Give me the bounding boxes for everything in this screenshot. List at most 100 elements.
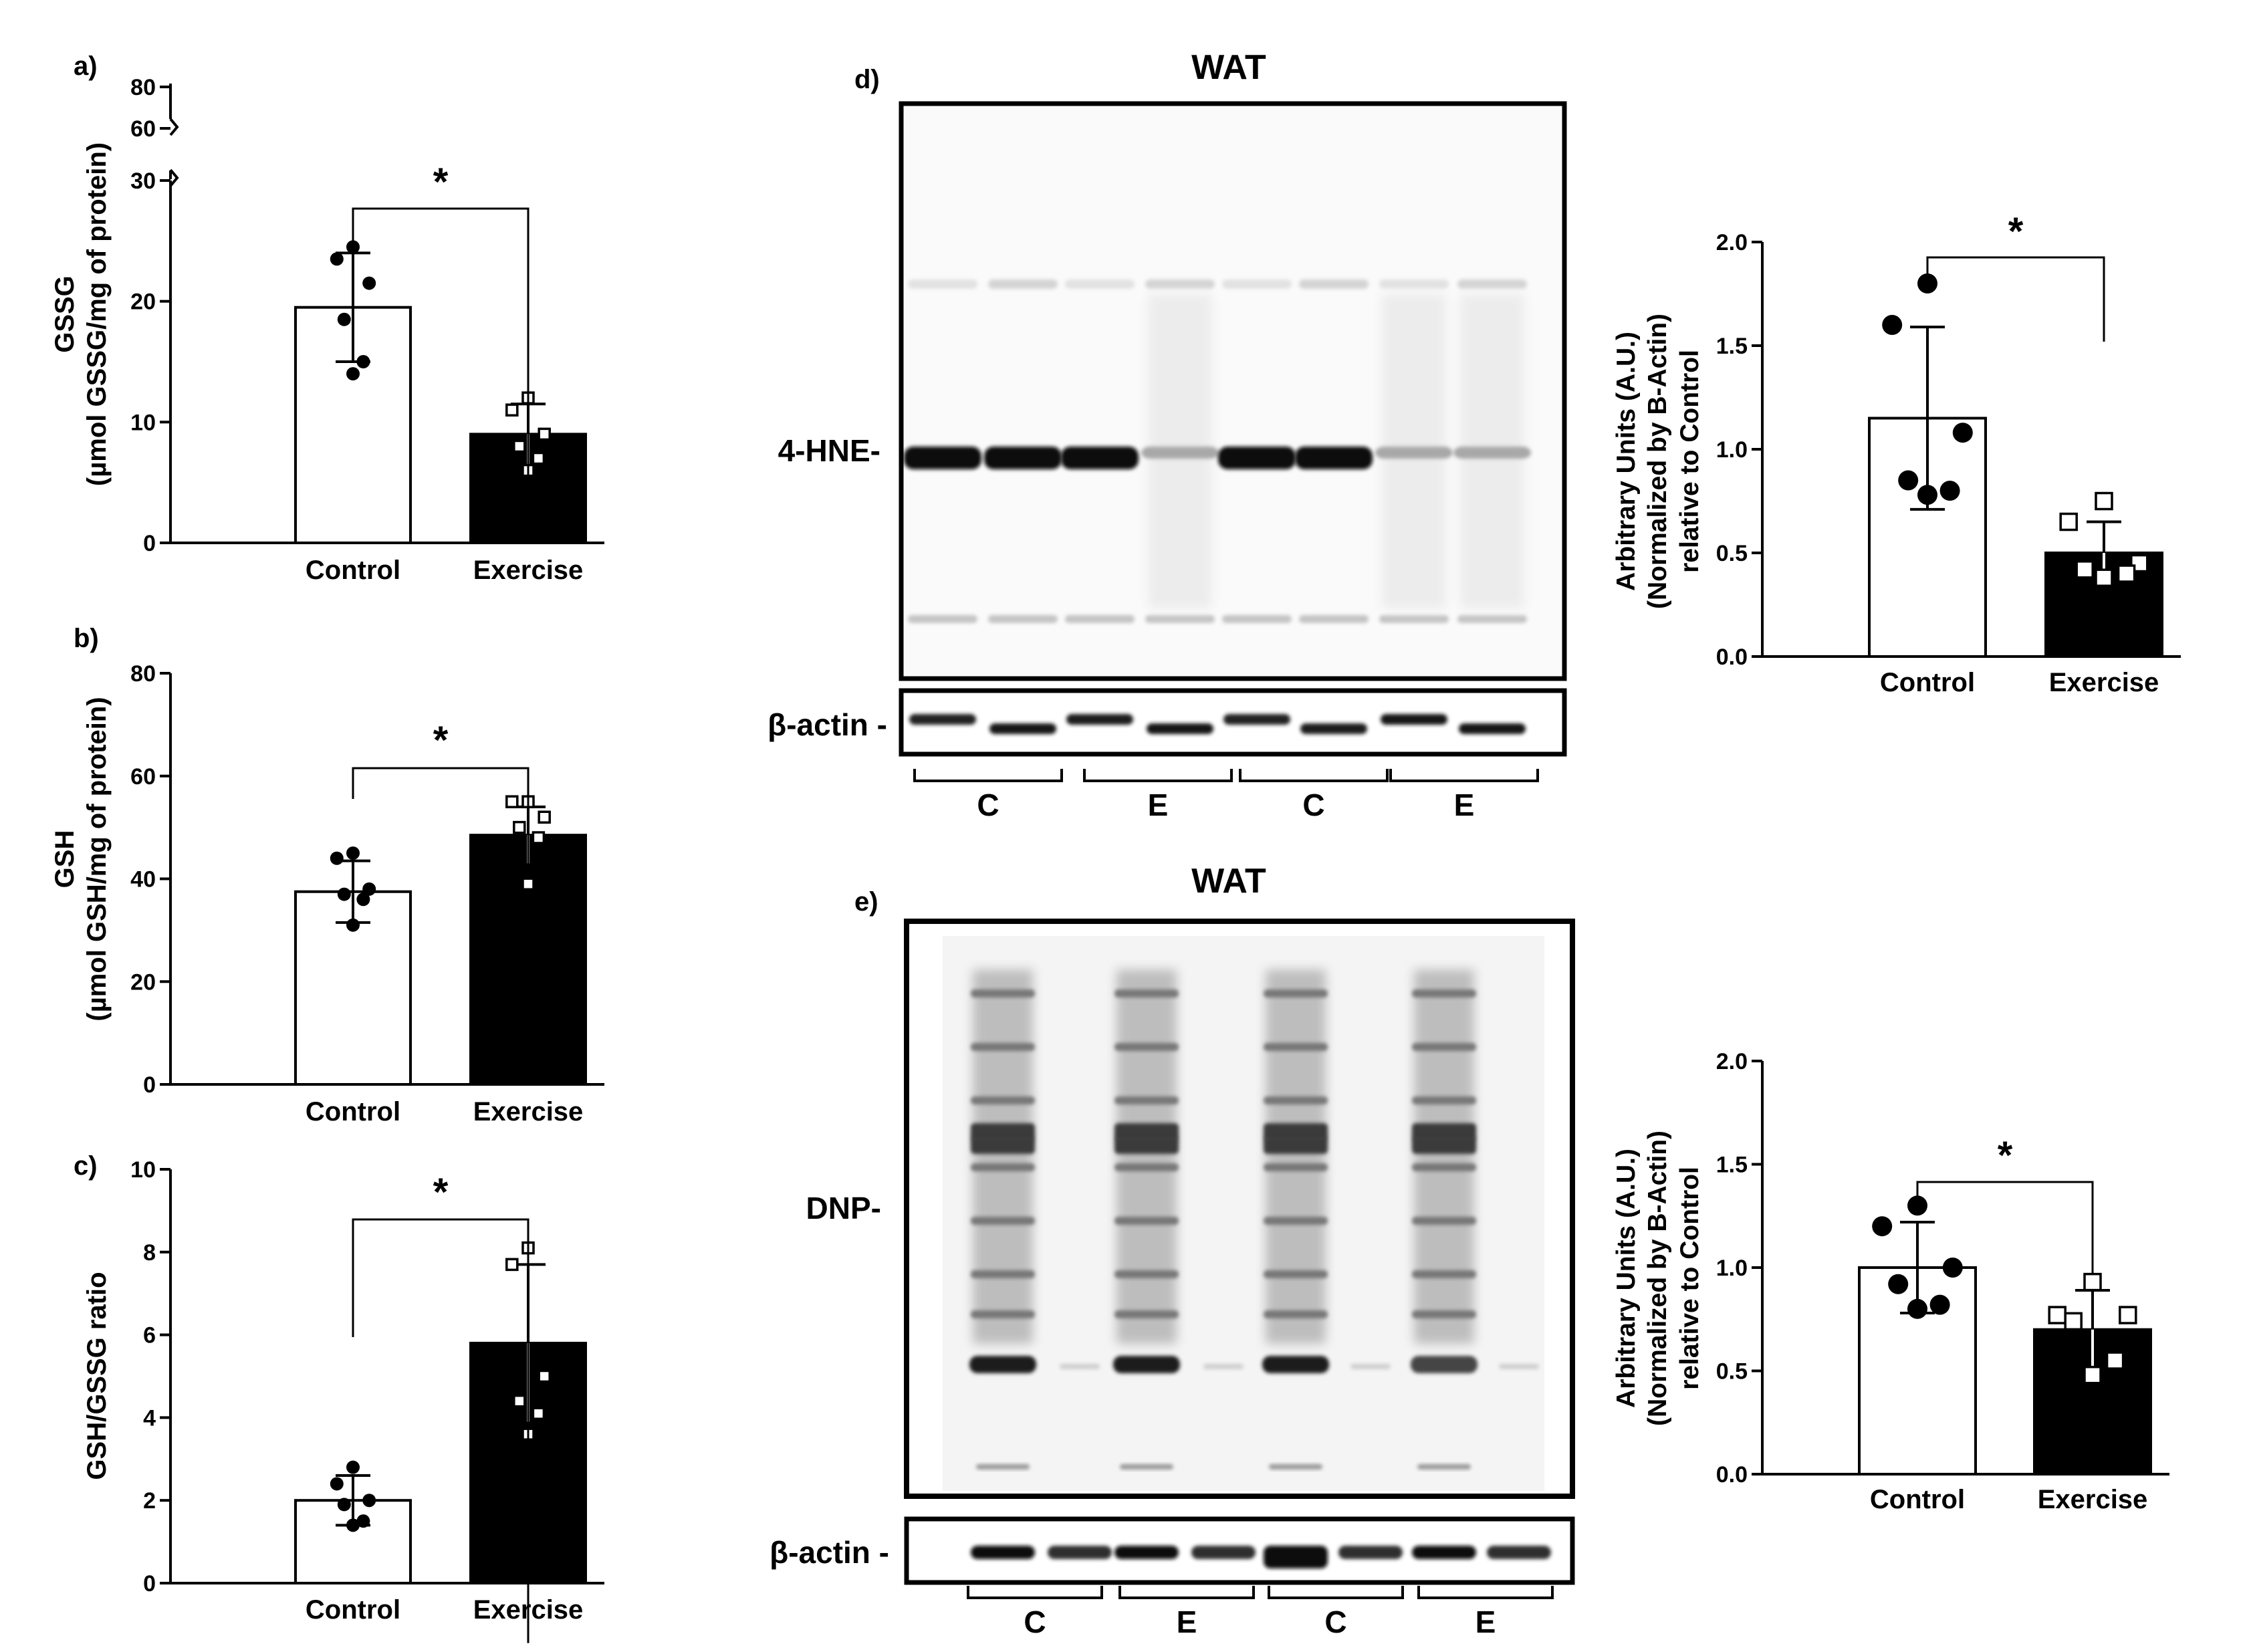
faint-band: [1222, 615, 1292, 623]
data-point-exercise: [538, 1369, 551, 1383]
blot-d: d) WAT 4-HNE- β-actin - C E C E: [767, 48, 1567, 822]
y-tick-label: 0: [143, 1571, 156, 1597]
lane-group-label: E: [1475, 1605, 1496, 1639]
dnp-faint: [1120, 1464, 1173, 1469]
dnp-faint: [1350, 1364, 1391, 1369]
actin-band: [1191, 1546, 1256, 1559]
data-point-exercise: [2105, 1351, 2125, 1370]
y-tick-label: 1.5: [1716, 1153, 1748, 1178]
significance-bracket: [352, 207, 529, 497]
data-point-control: [356, 1514, 370, 1528]
dnp-band: [971, 1096, 1035, 1104]
lane-group-bracket: [1118, 1586, 1255, 1599]
data-point-exercise: [2048, 1306, 2066, 1324]
significance-star: *: [433, 160, 449, 204]
axis-break-mark: [169, 118, 179, 136]
y-axis-label: GSH: [50, 830, 80, 889]
data-point-control: [337, 1498, 351, 1512]
y-axis-label: Arbitrary Units (A.U.): [1612, 332, 1641, 591]
blot-d-actin-label: β-actin -: [767, 707, 887, 742]
dnp-band: [1264, 1270, 1328, 1278]
data-point-control: [346, 1518, 360, 1532]
dnp-faint: [1203, 1364, 1244, 1369]
data-point-exercise: [2083, 1272, 2102, 1292]
dnp-band: [1412, 1217, 1476, 1225]
data-point-exercise: [2119, 1306, 2137, 1324]
y-axis-label: relative to Control: [1675, 1167, 1704, 1390]
y-tick-label: 60: [130, 116, 156, 142]
actin-band: [989, 723, 1056, 734]
dnp-band: [1264, 1043, 1328, 1051]
y-tick-label: 1.0: [1716, 1256, 1748, 1281]
blot-d-background: [904, 106, 1562, 676]
data-point-control: [346, 918, 360, 932]
significance-star: *: [433, 719, 449, 762]
dnp-faint: [1417, 1464, 1471, 1469]
blot-d-bands: [904, 106, 1562, 676]
axis-break-mark: [169, 168, 179, 187]
4hne-band: [904, 447, 981, 469]
faint-band: [1065, 279, 1135, 289]
4hne-band: [984, 447, 1062, 469]
data-point-control: [337, 887, 351, 901]
y-tick-label: 2.0: [1716, 1049, 1748, 1074]
data-point-exercise: [513, 820, 526, 834]
data-point-exercise: [505, 795, 519, 808]
dnp-smear: [973, 969, 1033, 1344]
data-point-exercise: [2064, 1312, 2083, 1331]
data-point-control: [356, 893, 370, 907]
dnp-band-strong: [1113, 1356, 1180, 1373]
y-tick-label: 0.5: [1716, 541, 1748, 566]
data-point-exercise: [2075, 560, 2094, 579]
data-point-control: [362, 276, 376, 290]
dnp-band: [1114, 1043, 1179, 1051]
dnp-band: [1264, 1123, 1328, 1141]
dnp-band: [1264, 1137, 1328, 1154]
y-tick-label: 30: [130, 168, 156, 194]
y-tick-label: 2: [143, 1488, 156, 1514]
data-point-control: [362, 1494, 376, 1508]
dnp-band: [1264, 1096, 1328, 1104]
data-point-exercise: [2083, 1365, 2102, 1385]
lane-group-label: E: [1454, 788, 1475, 822]
data-point-exercise: [2095, 491, 2113, 511]
data-point-exercise: [531, 451, 546, 465]
dnp-band: [1412, 1270, 1476, 1278]
x-category-label: Control: [306, 1595, 400, 1625]
lane-group-label: C: [977, 788, 999, 822]
blot-d-actin-bands: [909, 714, 1526, 734]
lane-group-bracket: [1268, 1586, 1404, 1599]
x-category-label: Exercise: [2038, 1485, 2148, 1514]
4hne-band: [1218, 447, 1296, 469]
y-tick-label: 60: [130, 764, 156, 790]
data-point-control: [330, 252, 344, 266]
y-tick-label: 40: [130, 867, 156, 893]
faint-band: [988, 279, 1058, 289]
x-category-label: Control: [1870, 1485, 1965, 1514]
faint-band: [1145, 615, 1215, 623]
significance-star: *: [433, 1171, 449, 1214]
blot-e-title: WAT: [1191, 862, 1266, 901]
dnp-band-strong: [969, 1356, 1036, 1373]
y-tick-label: 0.0: [1716, 1462, 1748, 1488]
lane-group-label: C: [1024, 1605, 1046, 1639]
significance-star: *: [1998, 1134, 2013, 1177]
data-point-control: [1952, 423, 1973, 443]
dnp-band: [971, 989, 1035, 997]
y-tick-label: 6: [143, 1323, 156, 1348]
actin-band: [971, 1546, 1035, 1559]
actin-band: [1264, 1546, 1328, 1568]
panel-b-label: b): [74, 624, 99, 653]
lane-group-bracket: [1417, 1586, 1554, 1599]
panel-a-label: a): [74, 51, 98, 81]
data-point-exercise: [538, 810, 551, 824]
data-point-control: [362, 882, 376, 896]
data-point-control: [346, 1460, 360, 1474]
4hne-band: [1453, 447, 1531, 459]
y-axis-label: (µmol GSH/mg of protein): [82, 697, 112, 1021]
lane-group-bracket: [913, 769, 1063, 782]
significance-bracket: [352, 767, 529, 879]
data-point-exercise: [2059, 512, 2078, 532]
dnp-band: [1412, 1163, 1476, 1171]
